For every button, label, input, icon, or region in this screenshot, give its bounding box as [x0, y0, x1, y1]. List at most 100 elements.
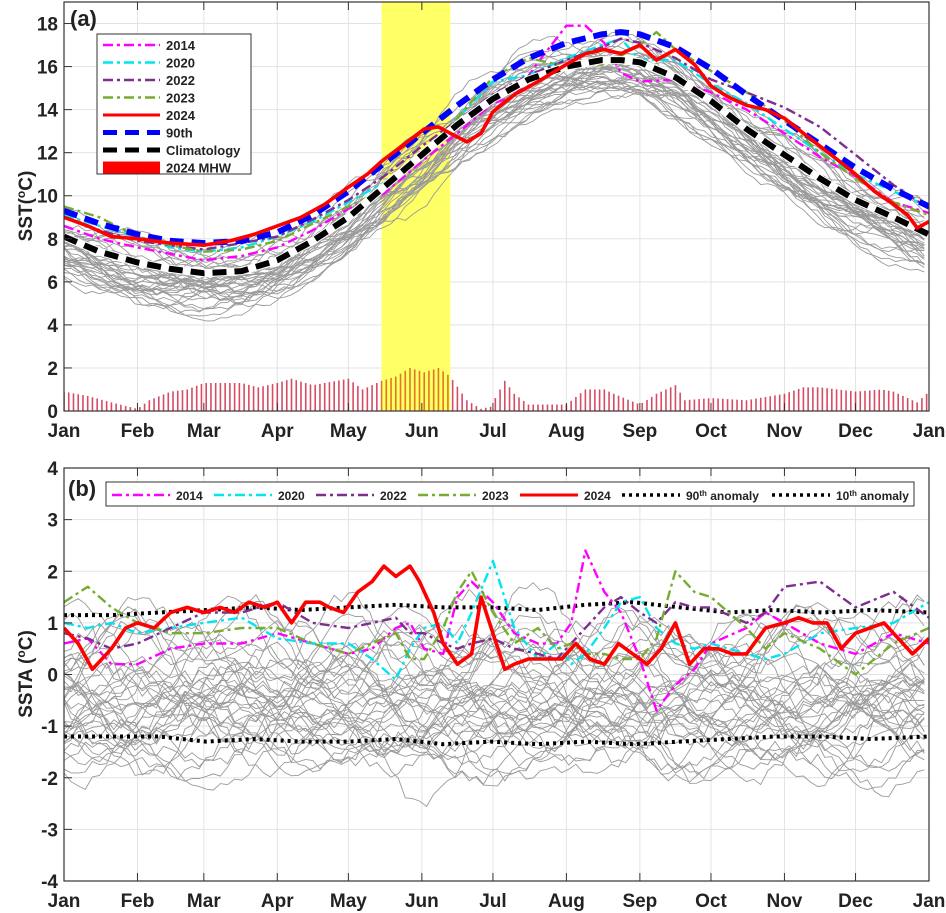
panel-b-xtick-label: Jun [405, 891, 439, 912]
anomaly-bar [688, 399, 691, 411]
anomaly-bar [589, 389, 591, 411]
anomaly-bar [489, 406, 492, 411]
anomaly-bar [906, 398, 909, 411]
panel-a-ytick-label: 6 [47, 273, 58, 294]
anomaly-bar [603, 389, 606, 411]
anomaly-bar [650, 396, 653, 411]
anomaly-bar [665, 389, 667, 411]
panel-b-xtick-label: Jul [479, 891, 506, 912]
panel-b-xtick-label: Jan [913, 891, 946, 912]
anomaly-bar [902, 395, 904, 411]
anomaly-bar [409, 367, 411, 411]
anomaly-bar [636, 403, 639, 411]
anomaly-bar [267, 385, 269, 411]
anomaly-bar [793, 390, 795, 411]
historical-year-anomaly-line [64, 684, 925, 808]
anomaly-bar [233, 383, 236, 411]
historical-year-line [64, 72, 925, 304]
panel-a-frame [63, 1, 930, 412]
anomaly-bar [205, 383, 207, 411]
anomaly-bar [745, 400, 748, 411]
anomaly-bar [314, 384, 317, 411]
legend-a-entry-2020: 2020 [103, 56, 195, 71]
anomaly-bar [622, 397, 625, 411]
anomaly-bar [826, 388, 828, 411]
historical-year-anomaly-line [64, 651, 925, 780]
anomaly-bar [342, 379, 345, 411]
historical-year-anomaly-line [64, 677, 925, 763]
anomaly-bar [669, 387, 672, 411]
anomaly-bar [172, 391, 174, 411]
historical-year-line [64, 76, 925, 301]
panel-a-ytick-label: 16 [37, 58, 58, 79]
anomaly-bar [684, 400, 686, 411]
panel-b-xtick-label: Aug [548, 891, 585, 912]
anomaly-bar [617, 395, 620, 411]
anomaly-bar [859, 391, 862, 411]
panel-b-background-years [64, 582, 925, 808]
panel-b-ytick-label: 4 [47, 459, 58, 480]
anomaly-bar [176, 390, 179, 411]
anomaly-bar [655, 393, 658, 411]
legend-a-entry-climatology: Climatology [103, 143, 241, 158]
anomaly-bar [134, 408, 136, 411]
historical-year-anomaly-line [64, 683, 925, 778]
anomaly-bar [712, 398, 715, 411]
anomaly-bar [357, 385, 359, 411]
anomaly-bar [214, 383, 217, 411]
panel-b: -4 -3 -2 -1 0 1 2 3 4 Jan Feb Mar Apr May Jun Jul Aug Sep… [14, 459, 945, 912]
anomaly-bar [480, 408, 482, 411]
anomaly-bar [864, 390, 866, 411]
legend-b-entry-2014: 2014 [112, 489, 203, 503]
historical-year-line [64, 50, 925, 310]
anomaly-bar [579, 393, 582, 411]
anomaly-bar [428, 370, 430, 411]
panel-a-ylabel: SST(oC) [14, 171, 37, 242]
legend-a-label: 2024 [166, 108, 196, 123]
anomaly-bar [432, 369, 435, 411]
historical-year-line [64, 65, 925, 307]
historical-year-anomaly-line [64, 695, 925, 790]
anomaly-bar [319, 383, 321, 411]
anomaly-bar [556, 404, 558, 411]
anomaly-bar [338, 380, 340, 411]
anomaly-bar [394, 376, 397, 411]
historical-year-anomaly-line [64, 620, 925, 726]
anomaly-bar [608, 391, 610, 411]
anomaly-bar [878, 389, 881, 411]
legend-b-label: 2020 [278, 489, 305, 503]
anomaly-bar [271, 384, 274, 411]
anomaly-bar [115, 403, 117, 411]
legend-b-entry-2024: 2024 [520, 489, 611, 503]
anomaly-bar [759, 397, 762, 411]
anomaly-bar [276, 383, 279, 411]
anomaly-bar [887, 390, 890, 411]
panel-a-xtick-label: Sep [622, 421, 657, 442]
legend-a-entry-2024-mhw: 2024 MHW [103, 161, 232, 176]
anomaly-bar [229, 383, 231, 411]
anomaly-bar [143, 403, 146, 411]
anomaly-bar [736, 399, 738, 411]
anomaly-bar [812, 387, 814, 411]
anomaly-bar [788, 392, 790, 411]
anomaly-bar [575, 397, 577, 411]
anomaly-bar [347, 378, 350, 411]
legend-a-entry-2023: 2023 [103, 91, 195, 106]
panel-a-xtick-label: Apr [261, 421, 294, 442]
panel-a-xtick-label: Aug [548, 421, 585, 442]
panel-a-ytick-label: 0 [47, 402, 58, 423]
panel-b-xtick-label: Dec [838, 891, 873, 912]
panel-a-legend: 2014 2020 2022 2023 2024 90th Climatology 2024 … [96, 33, 252, 176]
anomaly-bar [740, 399, 743, 411]
legend-b-label: 2022 [380, 489, 407, 503]
panel-a-ytick-label: 10 [37, 187, 58, 208]
anomaly-bar [503, 380, 506, 411]
legend-a-label: 2020 [166, 56, 195, 71]
panel-b-xtick-label: Oct [695, 891, 727, 912]
anomaly-bar [210, 383, 212, 411]
anomaly-bar [309, 384, 312, 411]
panel-a-xtick-label: Mar [187, 421, 221, 442]
anomaly-bar [191, 387, 193, 411]
historical-year-line [64, 82, 925, 317]
anomaly-bar [96, 398, 98, 411]
